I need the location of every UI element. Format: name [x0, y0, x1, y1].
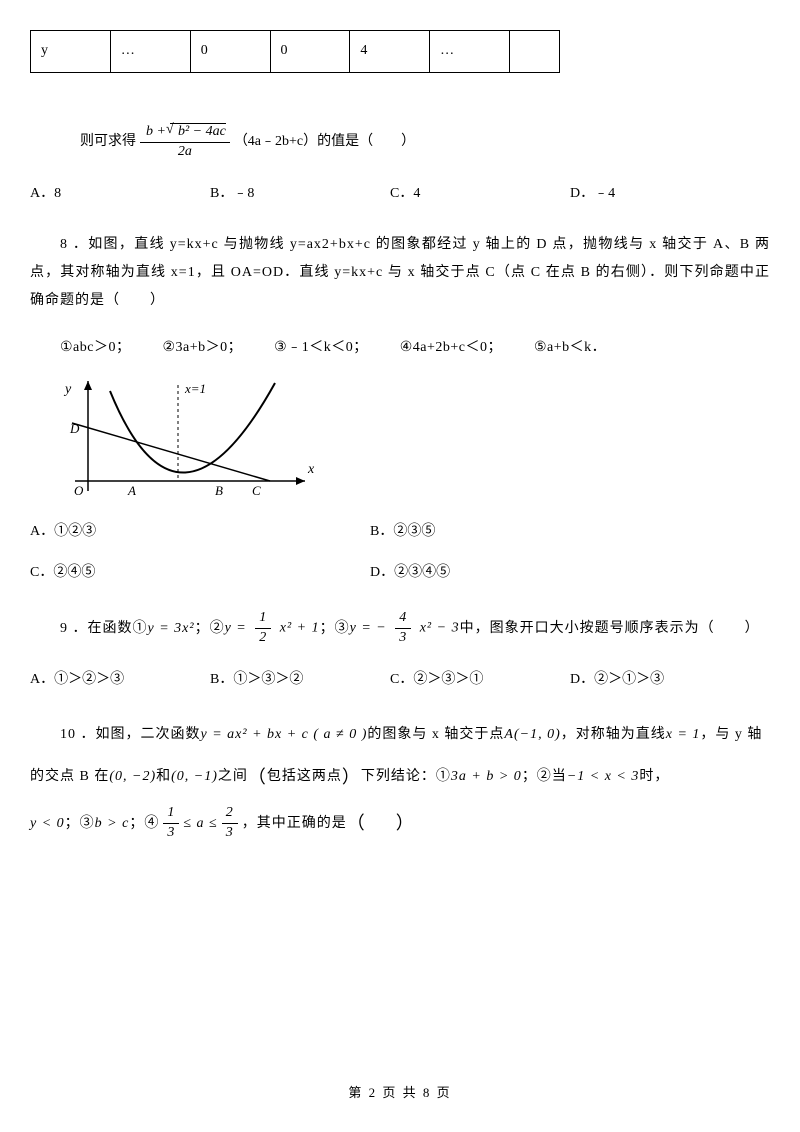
svg-text:B: B	[215, 483, 223, 498]
q9-f2-den: 2	[255, 629, 271, 647]
cell-5: …	[430, 31, 510, 73]
q9-options: A．①＞②＞③ B．①＞③＞② C．②＞③＞① D．②＞①＞③	[30, 669, 770, 691]
q10-blank	[366, 806, 396, 842]
q8-c3: ③﹣1＜k＜0；	[274, 340, 368, 355]
svg-text:D: D	[69, 421, 80, 436]
cell-6	[510, 31, 560, 73]
q7-sqrt-content: b² − 4ac	[178, 124, 226, 139]
q8-c5: ⑤a+b＜k．	[534, 340, 606, 355]
q7-opt-d: D．﹣4	[570, 183, 750, 205]
q10-frac-left: 1 3	[163, 805, 179, 842]
q10-paren2-open: （	[347, 800, 366, 847]
svg-text:A: A	[127, 483, 136, 498]
q10-p2-semi1: ；②当	[522, 759, 567, 795]
q10-p3-end: ，其中正确的是	[242, 806, 347, 842]
q10-fmain: y = ax² + bx + c ( a ≠ 0 )	[201, 717, 368, 753]
q10-f4b: 3	[163, 824, 179, 842]
q10-stem: 10 ．如图，二次函数 y = ax² + bx + c ( a ≠ 0 ) 的…	[30, 717, 770, 847]
q10-f4a: 1	[163, 805, 179, 824]
parabola-chart-icon: x=1 y x D O A B C	[60, 373, 325, 503]
q8-opt-a: A．①②③	[30, 521, 370, 543]
q7-fraction: b + b² − 4ac 2a	[140, 123, 230, 161]
cell-2: 0	[190, 31, 270, 73]
q8-c2: ②3a+b＞0；	[162, 340, 242, 355]
q7-prefix: 则可求得	[80, 131, 136, 153]
q9-f2: y = 12 x² + 1	[225, 610, 320, 647]
cell-3: 0	[270, 31, 350, 73]
q8-opt-d: D．②③④⑤	[370, 562, 710, 584]
q9-opt-a: A．①＞②＞③	[30, 669, 210, 691]
q10-p2-end: 时，	[639, 759, 669, 795]
q9-mid2: ；③	[320, 612, 350, 646]
q9-f3-den: 3	[395, 629, 411, 647]
q9-f2-rest: x² + 1	[280, 621, 320, 636]
q10-p2-mid2: 之间	[218, 759, 248, 795]
q9-stem: 9 ．在函数① y = 3x² ；② y = 12 x² + 1 ；③ y = …	[60, 610, 770, 647]
data-table: y … 0 0 4 …	[30, 30, 560, 73]
q9-f3-rest: x² − 3	[420, 621, 460, 636]
q10-p2-mid1: 和	[156, 759, 171, 795]
sqrt-icon: b² − 4ac	[170, 123, 226, 141]
q8-opt-b: B．②③⑤	[370, 521, 710, 543]
q10-y: y < 0	[30, 806, 65, 842]
q8-c4: ④4a+2b+c＜0；	[400, 340, 502, 355]
q10-p3-semi2: ；④	[129, 806, 159, 842]
q10-p2-incl: 包括这两点	[267, 759, 342, 795]
q9-f3-num: 4	[395, 610, 411, 629]
q8-conditions: ①abc＞0； ②3a+b＞0； ③﹣1＜k＜0； ④4a+2b+c＜0； ⑤a…	[60, 337, 770, 359]
q10-p3-semi1: ；③	[65, 806, 95, 842]
q7-stem: 则可求得 b + b² − 4ac 2a （4a﹣2b+c）的值是（ ）	[80, 123, 770, 161]
q8-stem: 8 ．如图，直线 y=kx+c 与抛物线 y=ax2+bx+c 的图象都经过 y…	[30, 231, 770, 315]
cell-1: …	[110, 31, 190, 73]
q9-opt-d: D．②＞①＞③	[570, 669, 750, 691]
q10-cond4mid: ≤ a ≤	[183, 806, 217, 842]
q10-rangeB1: (0, −2)	[109, 759, 156, 795]
q7-opt-a: A．8	[30, 183, 210, 205]
q10-p2-concl: 下列结论：①	[361, 759, 451, 795]
q9-opt-c: C．②＞③＞①	[390, 669, 570, 691]
q9-prefix: 9 ．在函数①	[60, 612, 148, 646]
q7-opt-b: B．﹣8	[210, 183, 390, 205]
page-footer: 第 2 页 共 8 页	[0, 1083, 800, 1104]
q10-xeq: x = 1	[666, 717, 701, 753]
q10-p1-end: ，与 y 轴	[700, 717, 762, 753]
q10-paren2-close: ）	[396, 800, 415, 847]
q10-frac-right: 2 3	[222, 805, 238, 842]
q7-suffix: （4a﹣2b+c）的值是（ ）	[234, 131, 415, 153]
q9-f1: y = 3x²	[148, 612, 195, 646]
cell-4: 4	[350, 31, 430, 73]
q10-p1-mid: 的图象与 x 轴交于点	[367, 717, 504, 753]
q10-f4c: 2	[222, 805, 238, 824]
q10-p1-before: 10 ．如图，二次函数	[60, 717, 201, 753]
q8-graph: x=1 y x D O A B C	[60, 373, 325, 503]
svg-text:x=1: x=1	[184, 381, 206, 396]
svg-text:O: O	[74, 483, 84, 498]
q9-mid1: ；②	[195, 612, 225, 646]
q9-f2-num: 1	[255, 610, 271, 629]
q10-p1-after: ，对称轴为直线	[561, 717, 666, 753]
q8-options: A．①②③ B．②③⑤ C．②④⑤ D．②③④⑤	[30, 521, 770, 602]
q9-suffix: 中，图象开口大小按题号顺序表示为（ ）	[460, 612, 760, 646]
q10-paren-close: ）	[342, 754, 361, 801]
q10-cond1: 3a + b > 0	[451, 759, 522, 795]
q10-f4d: 3	[222, 824, 238, 842]
q7-den: 2a	[174, 143, 196, 161]
q8-opt-c: C．②④⑤	[30, 562, 370, 584]
q10-cond3: b > c	[95, 806, 130, 842]
q10-cond2: −1 < x < 3	[567, 759, 640, 795]
q7-opt-c: C．4	[390, 183, 570, 205]
q10-rangeB2: (0, −1)	[171, 759, 218, 795]
svg-text:y: y	[63, 382, 72, 397]
q7-options: A．8 B．﹣8 C．4 D．﹣4	[30, 183, 770, 205]
q8-c1: ①abc＞0；	[60, 340, 130, 355]
q10-paren-open: （	[248, 754, 267, 801]
q10-p2-before: 的交点 B 在	[30, 759, 109, 795]
svg-text:C: C	[252, 483, 261, 498]
svg-text:x: x	[307, 462, 315, 477]
table-row: y … 0 0 4 …	[31, 31, 560, 73]
q9-f3: y = − 43 x² − 3	[350, 610, 460, 647]
q10-pointA: A(−1, 0)	[504, 717, 560, 753]
q9-opt-b: B．①＞③＞②	[210, 669, 390, 691]
cell-0: y	[31, 31, 111, 73]
